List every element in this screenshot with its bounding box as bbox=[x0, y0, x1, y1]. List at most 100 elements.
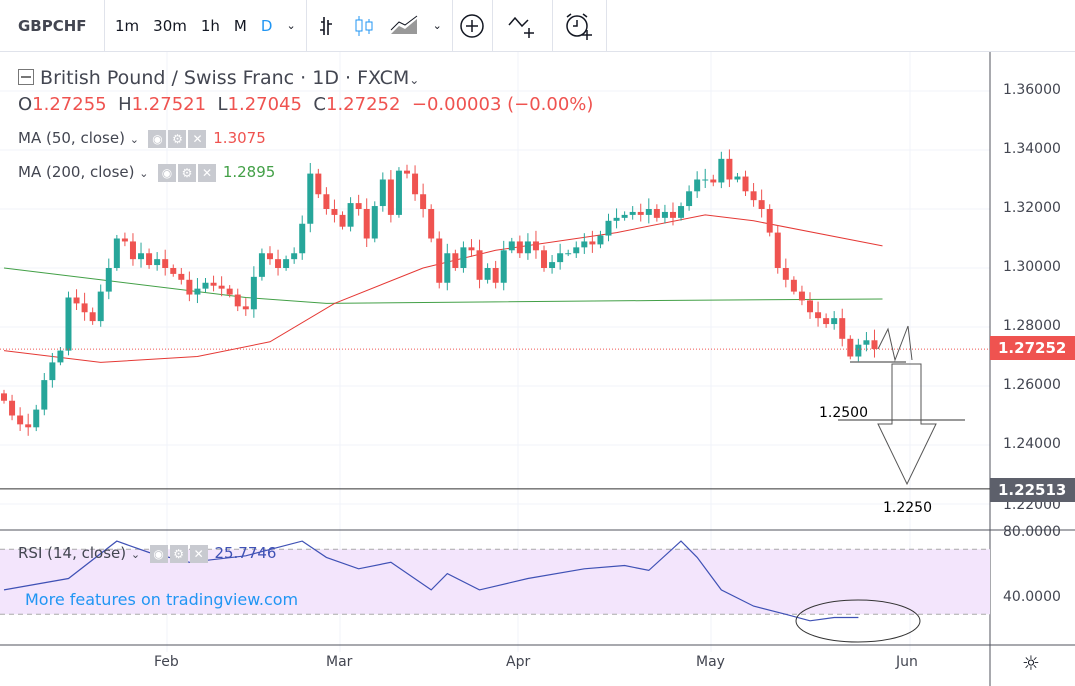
interval-day[interactable]: D bbox=[260, 16, 273, 35]
rsi-ellipse-drawing bbox=[795, 599, 921, 643]
candle-body bbox=[436, 238, 443, 283]
open-label: O bbox=[18, 94, 33, 115]
candle-body bbox=[412, 173, 419, 195]
high-label: H bbox=[118, 94, 132, 115]
ma200-value: 1.2895 bbox=[222, 163, 276, 181]
candle-body bbox=[49, 362, 56, 381]
visibility-icon[interactable]: ◉ bbox=[149, 544, 168, 563]
candle-body bbox=[653, 209, 660, 218]
candle-body bbox=[871, 340, 878, 350]
symbol-title: British Pound / Swiss Franc · 1D · FXCM bbox=[40, 67, 410, 89]
annotation-level-1: 1.2500 bbox=[819, 405, 868, 421]
candle-body bbox=[484, 268, 491, 280]
candle-body bbox=[557, 253, 564, 263]
chart-title[interactable]: British Pound / Swiss Franc · 1D · FXCM⌄ bbox=[18, 67, 419, 89]
compare-icon bbox=[508, 16, 535, 38]
rsi-legend[interactable]: RSI (14, close) ⌄ ◉ ⚙ ✕ 25.7746 bbox=[18, 544, 277, 563]
candle-body bbox=[138, 253, 145, 260]
alert-button[interactable] bbox=[553, 0, 607, 52]
close-value: 1.27252 bbox=[326, 94, 401, 115]
candle-body bbox=[41, 380, 48, 410]
low-value: 1.27045 bbox=[227, 94, 302, 115]
candle-body bbox=[734, 176, 741, 180]
candle-body bbox=[97, 291, 104, 322]
close-icon[interactable]: ✕ bbox=[188, 129, 207, 148]
interval-1h[interactable]: 1h bbox=[200, 16, 220, 35]
bars-chart-icon[interactable] bbox=[317, 14, 339, 38]
ma50-value: 1.3075 bbox=[213, 129, 266, 147]
candle-body bbox=[492, 268, 499, 283]
last-price-tag: 1.27252 bbox=[990, 336, 1075, 360]
promo-link[interactable]: More features on tradingview.com bbox=[25, 590, 299, 609]
close-icon[interactable]: ✕ bbox=[189, 544, 208, 563]
candle-body bbox=[379, 179, 386, 207]
ma50-legend[interactable]: MA (50, close) ⌄ ◉ ⚙ ✕ 1.3075 bbox=[18, 129, 266, 148]
target-price-tag: 1.22513 bbox=[990, 478, 1075, 502]
candle-body bbox=[710, 179, 717, 183]
candle-body bbox=[331, 209, 338, 215]
chart-canvas[interactable] bbox=[0, 52, 1075, 686]
interval-30m[interactable]: 30m bbox=[153, 16, 187, 35]
collapse-icon[interactable] bbox=[18, 69, 34, 85]
settings-gear-icon[interactable]: ☼ bbox=[1022, 651, 1040, 675]
zigzag-drawing bbox=[877, 325, 913, 362]
alarm-clock-plus-icon bbox=[566, 12, 593, 40]
candle-body bbox=[460, 247, 467, 268]
area-chart-icon[interactable] bbox=[389, 14, 419, 38]
candle-body bbox=[621, 214, 628, 218]
candle-body bbox=[57, 350, 64, 363]
candle-body bbox=[807, 300, 813, 313]
candle-body bbox=[726, 158, 733, 180]
candle-body bbox=[25, 424, 32, 428]
compare-button[interactable] bbox=[493, 0, 553, 52]
candle-body bbox=[395, 170, 402, 215]
candle-body bbox=[686, 191, 693, 207]
ma200-legend[interactable]: MA (200, close) ⌄ ◉ ⚙ ✕ 1.2895 bbox=[18, 163, 276, 182]
ma200-label: MA (200, close) bbox=[18, 163, 135, 181]
annotation-level-2: 1.2250 bbox=[883, 500, 932, 516]
candle-body bbox=[73, 297, 80, 304]
candle-body bbox=[371, 206, 378, 239]
visibility-icon[interactable]: ◉ bbox=[158, 163, 177, 182]
interval-1m[interactable]: 1m bbox=[115, 16, 140, 35]
rsi-value: 25.7746 bbox=[214, 544, 277, 562]
symbol-search[interactable]: GBPCHF bbox=[0, 0, 105, 52]
candle-body bbox=[266, 253, 273, 260]
candles-chart-icon[interactable] bbox=[353, 14, 375, 38]
chevron-down-icon[interactable]: ⌄ bbox=[286, 19, 296, 32]
close-icon[interactable]: ✕ bbox=[198, 163, 217, 182]
candle-body bbox=[718, 158, 725, 183]
candle-body bbox=[581, 241, 588, 248]
low-label: L bbox=[217, 94, 228, 115]
candle-body bbox=[218, 285, 225, 289]
interval-group: 1m 30m 1h M D ⌄ bbox=[105, 0, 307, 52]
price-tick: 1.30000 bbox=[1003, 259, 1061, 275]
gear-icon[interactable]: ⚙ bbox=[169, 544, 188, 563]
interval-month[interactable]: M bbox=[233, 16, 247, 35]
price-tick: 1.28000 bbox=[1003, 318, 1061, 334]
candle-body bbox=[549, 262, 556, 268]
candle-body bbox=[750, 191, 757, 201]
candle-body bbox=[589, 241, 596, 245]
candle-body bbox=[476, 250, 483, 280]
gear-icon[interactable]: ⚙ bbox=[168, 129, 187, 148]
price-tick: 1.36000 bbox=[1003, 82, 1061, 98]
candle-body bbox=[355, 203, 362, 209]
candle-body bbox=[702, 179, 709, 181]
chevron-down-icon[interactable]: ⌄ bbox=[409, 73, 420, 87]
time-tick: Jun bbox=[896, 654, 918, 670]
time-tick: Apr bbox=[506, 654, 531, 670]
add-indicator-button[interactable] bbox=[453, 0, 493, 52]
candle-body bbox=[404, 170, 410, 174]
candle-body bbox=[516, 241, 523, 254]
candle-body bbox=[81, 303, 88, 313]
high-value: 1.27521 bbox=[131, 94, 207, 115]
candle-body bbox=[275, 259, 282, 268]
gear-icon[interactable]: ⚙ bbox=[178, 163, 197, 182]
ma50-line bbox=[3, 214, 883, 363]
candle-body bbox=[782, 268, 789, 280]
candle-body bbox=[774, 232, 781, 268]
chevron-down-icon[interactable]: ⌄ bbox=[432, 19, 442, 32]
candle-body bbox=[242, 306, 249, 310]
visibility-icon[interactable]: ◉ bbox=[148, 129, 167, 148]
